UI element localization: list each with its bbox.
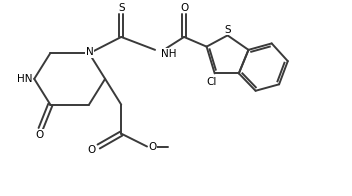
Text: S: S [224, 24, 231, 34]
Text: S: S [118, 3, 125, 13]
Text: O: O [180, 3, 188, 13]
Text: N: N [86, 47, 94, 57]
Text: Cl: Cl [206, 77, 216, 87]
Text: O: O [35, 130, 43, 140]
Text: HN: HN [17, 74, 33, 84]
Text: O: O [87, 145, 96, 155]
Text: NH: NH [161, 49, 176, 59]
Text: O: O [149, 142, 157, 152]
